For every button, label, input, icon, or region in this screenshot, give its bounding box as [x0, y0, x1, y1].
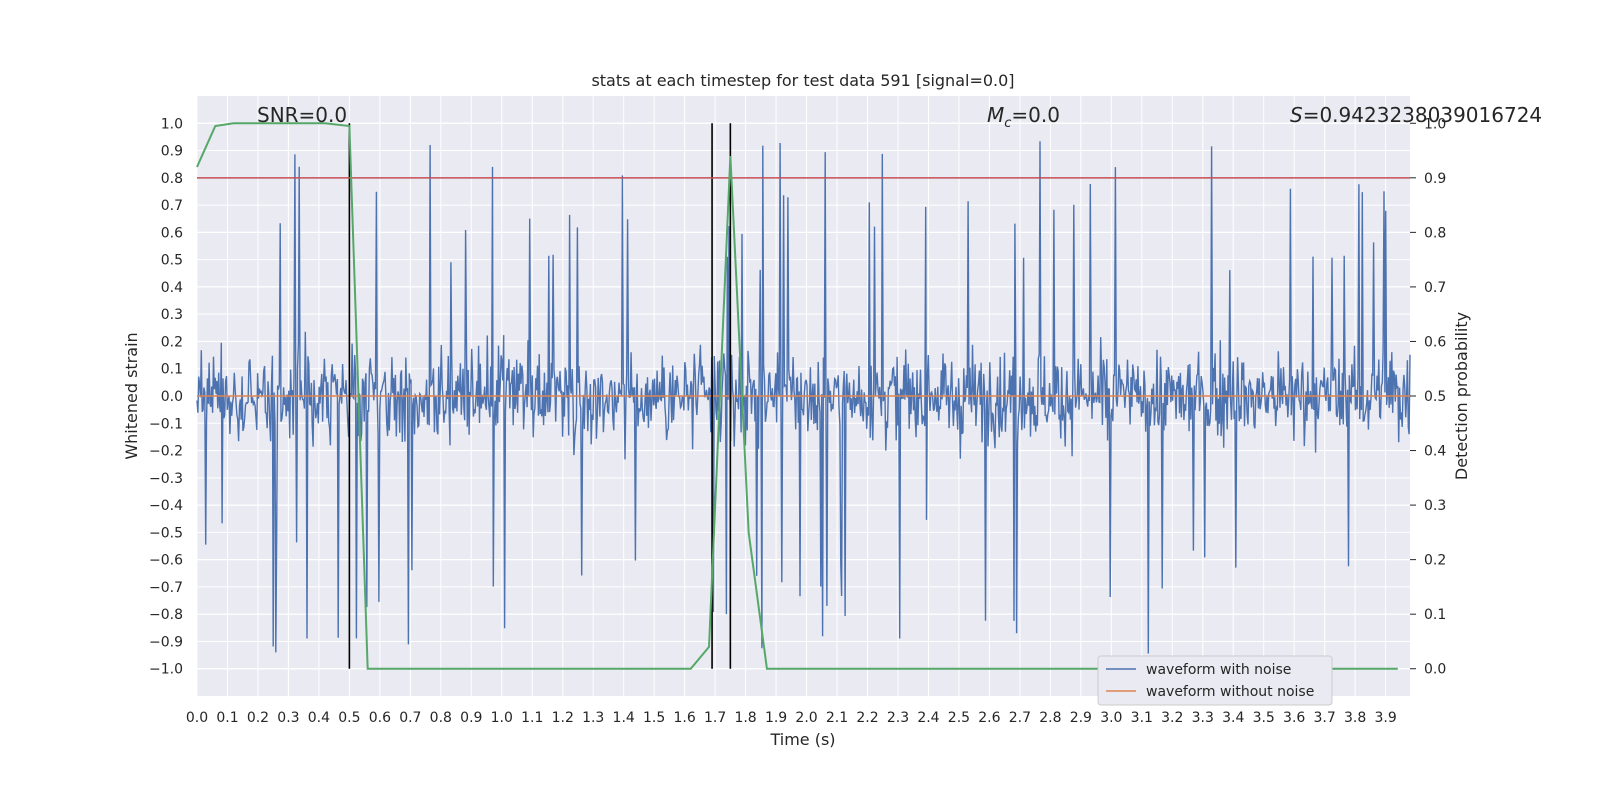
- x-tick-label: 1.2: [552, 710, 574, 726]
- x-tick-label: 1.9: [765, 710, 787, 726]
- chirp-mass-annotation: Mc=0.0: [987, 103, 1060, 131]
- legend-label-clean: waveform without noise: [1146, 684, 1314, 700]
- y2-tick-label: 0.5: [1424, 389, 1446, 405]
- y2-tick-label: 0.3: [1424, 498, 1446, 514]
- y-tick-label: −0.2: [149, 444, 183, 460]
- x-tick-label: 2.9: [1070, 710, 1092, 726]
- y-tick-label: 0.6: [161, 225, 183, 241]
- score-annotation: S=0.9423238039016724: [1290, 103, 1542, 127]
- y-axis-label: Whitened strain: [122, 332, 141, 459]
- y-tick-label: −0.5: [149, 525, 183, 541]
- y-tick-label: −0.4: [149, 498, 183, 514]
- y-tick-label: 0.0: [161, 389, 183, 405]
- x-tick-label: 1.7: [704, 710, 726, 726]
- x-tick-label: 1.0: [491, 710, 513, 726]
- x-tick-label: 1.4: [613, 710, 635, 726]
- x-tick-label: 0.7: [399, 710, 421, 726]
- x-tick-label: 1.1: [521, 710, 543, 726]
- x-tick-label: 2.6: [978, 710, 1000, 726]
- y-tick-label: −0.8: [149, 607, 183, 623]
- x-tick-label: 0.0: [186, 710, 208, 726]
- x-tick-label: 2.4: [917, 710, 939, 726]
- x-axis-label: Time (s): [769, 730, 835, 749]
- y2-tick-label: 0.9: [1424, 171, 1446, 187]
- chirp-mass-symbol: M: [987, 103, 1004, 127]
- x-tick-label: 3.9: [1374, 710, 1396, 726]
- y-tick-label: −0.3: [149, 471, 183, 487]
- x-tick-label: 3.1: [1131, 710, 1153, 726]
- x-tick-label: 3.2: [1161, 710, 1183, 726]
- series-detection-probability: [196, 122, 1398, 670]
- legend-label-noise: waveform with noise: [1146, 662, 1291, 678]
- snr-annotation: SNR=0.0: [257, 103, 347, 127]
- x-tick-label: 1.6: [674, 710, 696, 726]
- score-symbol: S: [1290, 103, 1303, 127]
- x-tick-label: 2.5: [948, 710, 970, 726]
- x-tick-label: 2.8: [1039, 710, 1061, 726]
- y-tick-label: 0.9: [161, 144, 183, 160]
- legend: waveform with noise waveform without noi…: [1097, 655, 1333, 706]
- y2-tick-label: 0.7: [1424, 280, 1446, 296]
- x-tick-label: 2.7: [1009, 710, 1031, 726]
- x-tick-label: 3.7: [1314, 710, 1336, 726]
- y-tick-label: 1.0: [161, 116, 183, 132]
- chirp-mass-subscript: c: [1004, 116, 1011, 131]
- x-tick-label: 2.1: [826, 710, 848, 726]
- x-tick-label: 3.4: [1222, 710, 1244, 726]
- y-tick-label: 0.1: [161, 362, 183, 378]
- y-tick-label: 0.4: [161, 280, 183, 296]
- x-tick-label: 2.2: [856, 710, 878, 726]
- x-tick-label: 3.8: [1344, 710, 1366, 726]
- chart-title: stats at each timestep for test data 591…: [591, 71, 1014, 90]
- x-tick-label: 2.0: [795, 710, 817, 726]
- noise-line: [196, 141, 1411, 654]
- y-axis-ticks: 1.0 0.9 0.8 0.7 0.6 0.5 0.4 0.3 0.2 0.1 0.0 −0.1 −0.…: [149, 116, 183, 677]
- y-tick-label: 0.3: [161, 307, 183, 323]
- y2-tick-label: 0.0: [1424, 662, 1446, 678]
- y-tick-label: −0.9: [149, 634, 183, 650]
- y-tick-label: 0.7: [161, 198, 183, 214]
- y-tick-label: −0.6: [149, 553, 183, 569]
- y-tick-label: −0.7: [149, 580, 183, 596]
- y-tick-label: −0.1: [149, 416, 183, 432]
- score-value: =0.9423238039016724: [1303, 103, 1542, 127]
- y-tick-label: 0.8: [161, 171, 183, 187]
- legend-box: [1097, 655, 1333, 706]
- x-tick-label: 3.3: [1192, 710, 1214, 726]
- y2-tick-label: 0.4: [1424, 444, 1446, 460]
- x-tick-label: 0.6: [369, 710, 391, 726]
- y2-axis-label: Detection probability: [1452, 312, 1471, 480]
- y-tick-label: 0.5: [161, 253, 183, 269]
- x-tick-label: 0.3: [277, 710, 299, 726]
- x-tick-label: 3.5: [1253, 710, 1275, 726]
- x-tick-label: 0.4: [308, 710, 330, 726]
- y2-tick-label: 1.0: [1424, 116, 1446, 132]
- x-tick-label: 3.0: [1100, 710, 1122, 726]
- y2-tick-label: 0.1: [1424, 607, 1446, 623]
- y-tick-label: 0.2: [161, 334, 183, 350]
- x-tick-label: 2.3: [887, 710, 909, 726]
- y2-tick-label: 0.2: [1424, 553, 1446, 569]
- y-tick-label: −1.0: [149, 662, 183, 678]
- x-tick-label: 0.5: [338, 710, 360, 726]
- x-tick-label: 0.1: [216, 710, 238, 726]
- x-axis-ticks: 0.0 0.1 0.2 0.3 0.4 0.5 0.6 0.7 0.8 0.9 1.0 1.1 1.2 1…: [186, 710, 1397, 726]
- y2-tick-label: 0.8: [1424, 225, 1446, 241]
- x-tick-label: 1.5: [643, 710, 665, 726]
- x-tick-label: 0.8: [430, 710, 452, 726]
- probability-line: [196, 122, 1398, 670]
- x-tick-label: 0.9: [460, 710, 482, 726]
- x-tick-label: 3.6: [1283, 710, 1305, 726]
- x-tick-label: 1.8: [734, 710, 756, 726]
- x-tick-label: 1.3: [582, 710, 604, 726]
- series-waveform-with-noise: [196, 141, 1411, 654]
- x-tick-label: 0.2: [247, 710, 269, 726]
- y2-axis-ticks: 1.0 0.9 0.8 0.7 0.6 0.5 0.4 0.3 0.2 0.1 0.0: [1410, 116, 1446, 678]
- y2-tick-label: 0.6: [1424, 334, 1446, 350]
- chirp-mass-value: =0.0: [1011, 103, 1060, 127]
